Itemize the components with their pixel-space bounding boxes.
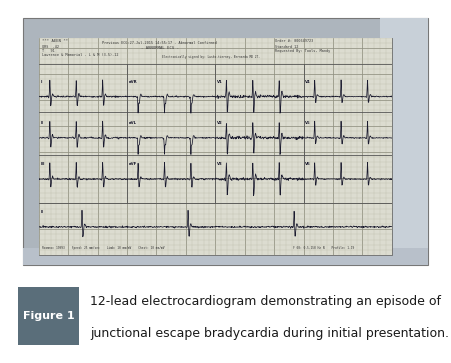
Text: junctional escape bradycardia during initial presentation.: junctional escape bradycardia during ini… — [90, 327, 449, 340]
Bar — [23, 248, 428, 265]
Text: Figure 1: Figure 1 — [23, 311, 74, 321]
Bar — [39, 38, 392, 255]
Bar — [18, 287, 79, 345]
Bar — [23, 18, 428, 265]
Text: 12-lead electrocardiogram demonstrating an episode of: 12-lead electrocardiogram demonstrating … — [90, 295, 441, 308]
Bar — [380, 18, 428, 265]
